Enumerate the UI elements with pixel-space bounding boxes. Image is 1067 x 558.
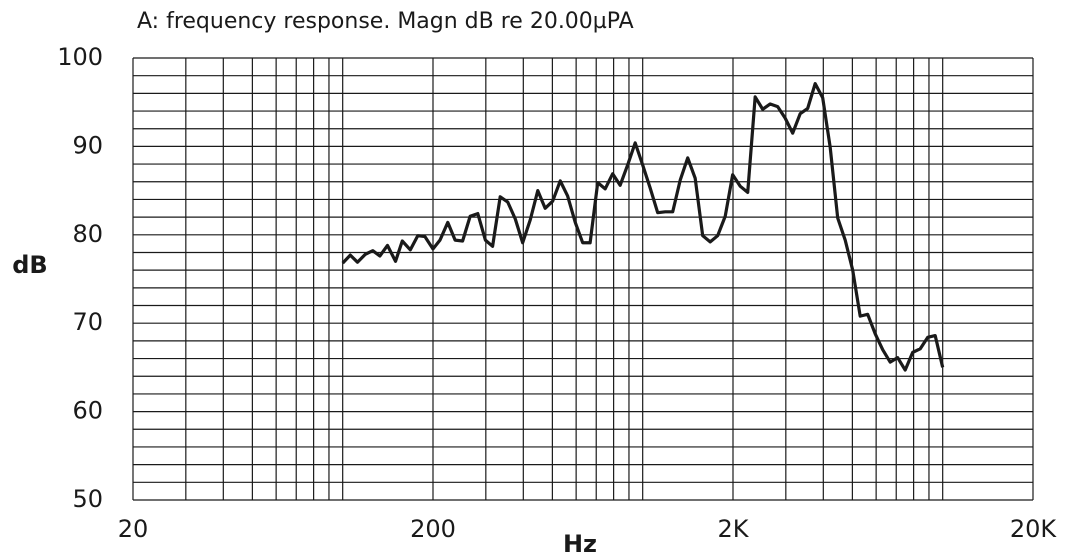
y-tick-label: 100 (57, 43, 103, 71)
x-tick-label: 20K (1010, 515, 1058, 543)
y-tick-label: 50 (72, 485, 103, 513)
x-axis-label: Hz (563, 530, 597, 558)
y-tick-label: 60 (72, 397, 103, 425)
x-tick-label: 2K (717, 515, 749, 543)
chart-title: A: frequency response. Magn dB re 20.00µ… (137, 9, 634, 34)
x-tick-label: 200 (410, 515, 456, 543)
y-tick-label: 70 (72, 308, 103, 336)
line-series (341, 82, 945, 372)
x-tick-label: 20 (118, 515, 149, 543)
y-tick-label: 80 (72, 220, 103, 248)
y-axis-label: dB (12, 251, 47, 279)
y-tick-label: 90 (72, 131, 103, 159)
